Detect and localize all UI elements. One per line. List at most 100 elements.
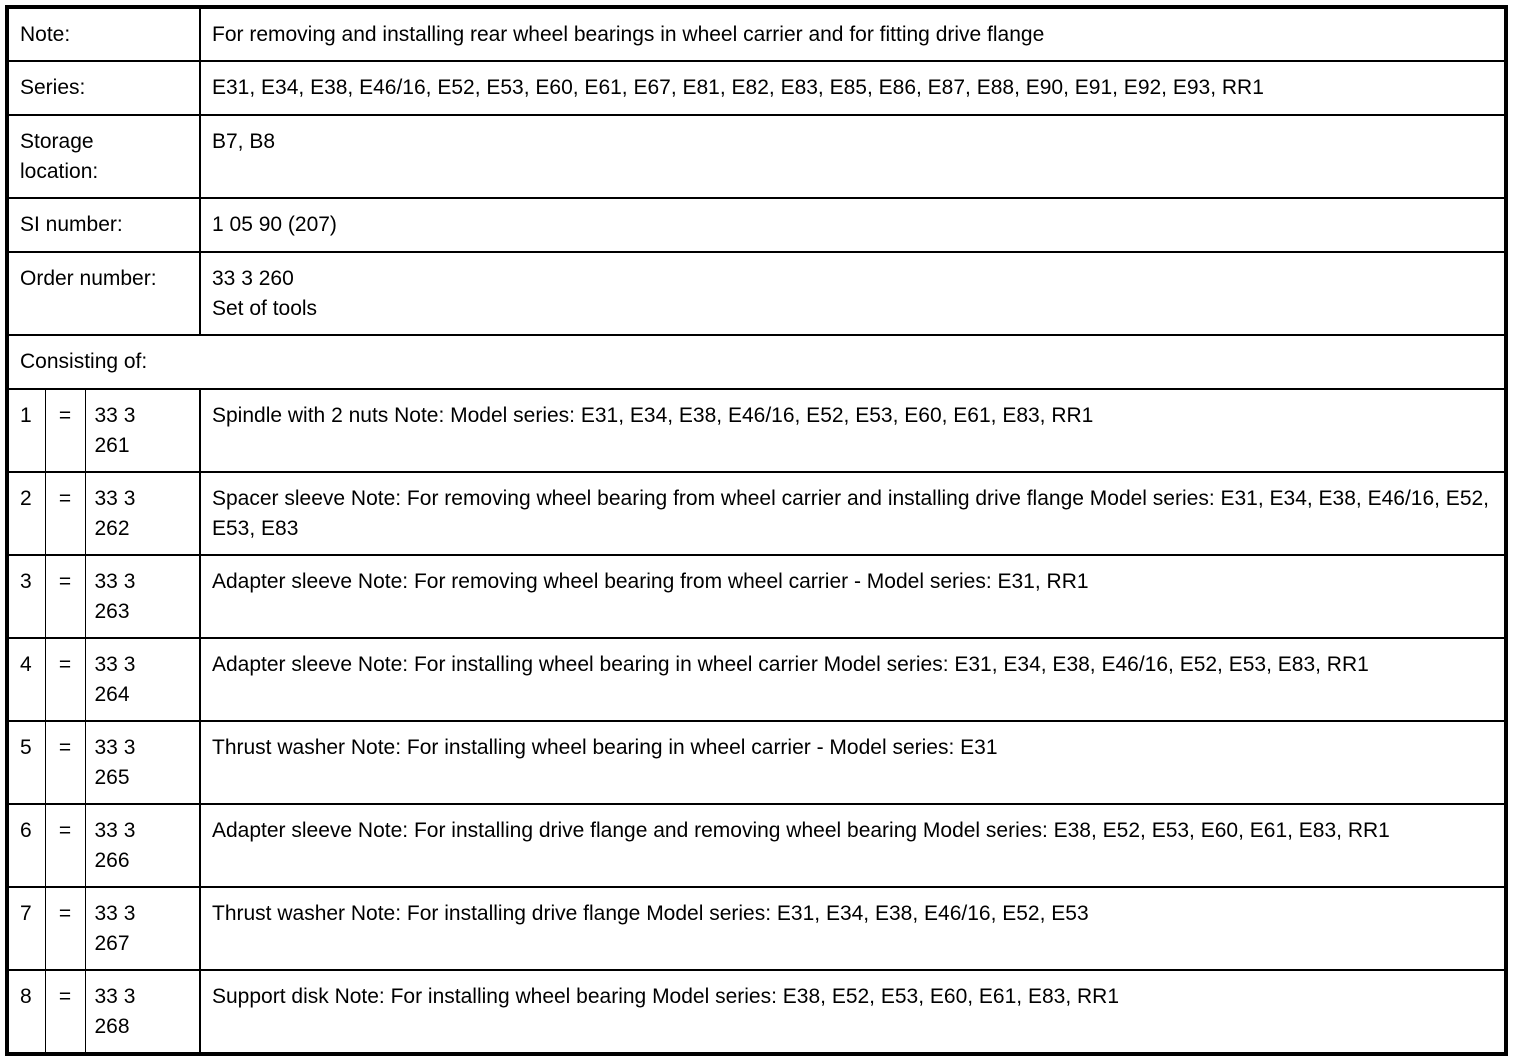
item-row: 7 = 33 3 267 Thrust washer Note: For install… — [6, 886, 1507, 971]
item-row: 1 = 33 3 261 Spindle with 2 nuts Note: Model… — [6, 388, 1507, 473]
item-part-number-text: 267 — [94, 932, 130, 955]
item-description-text: Adapter sleeve Note: For removing wheel … — [212, 570, 1089, 593]
item-description: Adapter sleeve Note: For installing whee… — [199, 637, 1507, 722]
item-part-number: 33 3 263 — [84, 554, 201, 639]
item-index-text: 3 — [20, 570, 32, 593]
item-row: 8 = 33 3 268 Support disk Note: For installi… — [6, 969, 1507, 1055]
row-label-text: Series: — [20, 76, 86, 99]
row-label-text: Storage location: — [20, 130, 99, 183]
item-equals: = — [44, 886, 86, 971]
item-part-number: 33 3 262 — [84, 471, 201, 556]
item-index-text: 4 — [20, 653, 32, 676]
item-equals: = — [44, 471, 86, 556]
item-part-number-text: 261 — [94, 434, 130, 457]
row-label-text: Order number: — [20, 267, 157, 290]
info-row: SI number: 1 05 90 (207) — [6, 197, 1507, 253]
item-index-text: 7 — [20, 902, 32, 925]
row-value-text: 33 3 260 — [212, 267, 294, 290]
item-row: 2 = 33 3 262 Spacer sleeve Note: For removin… — [6, 471, 1507, 556]
item-description: Spacer sleeve Note: For removing wheel b… — [199, 471, 1507, 556]
row-value-text: For removing and installing rear wheel b… — [212, 23, 1045, 46]
item-equals-text: = — [58, 819, 72, 842]
item-part-number-text: 33 3 — [94, 570, 136, 593]
item-description: Adapter sleeve Note: For removing wheel … — [199, 554, 1507, 639]
row-value: E31, E34, E38, E46/16, E52, E53, E60, E6… — [199, 60, 1507, 116]
row-value-text: 1 05 90 (207) — [212, 213, 337, 236]
row-label: Series: — [6, 60, 201, 116]
item-index-text: 6 — [20, 819, 32, 842]
item-part-number-text: 33 3 — [94, 985, 136, 1008]
item-part-number-text: 33 3 — [94, 653, 136, 676]
item-description: Thrust washer Note: For installing drive… — [199, 886, 1507, 971]
row-value: 1 05 90 (207) — [199, 197, 1507, 253]
item-equals-text: = — [58, 985, 72, 1008]
item-part-number: 33 3 266 — [84, 803, 201, 888]
item-index: 5 — [6, 720, 46, 805]
item-part-number-text: 265 — [94, 766, 130, 789]
consisting-of-label: Consisting of: — [6, 334, 1507, 390]
item-index-text: 2 — [20, 487, 32, 510]
row-label: SI number: — [6, 197, 201, 253]
item-equals-text: = — [58, 404, 72, 427]
info-row: Storage location: B7, B8 — [6, 114, 1507, 199]
row-value-text: B7, B8 — [212, 130, 276, 153]
row-value-text: E31, E34, E38, E46/16, E52, E53, E60, E6… — [212, 76, 1264, 99]
item-part-number: 33 3 265 — [84, 720, 201, 805]
consisting-of-label-text: Consisting of: — [20, 350, 148, 373]
item-description-text: Thrust washer Note: For installing drive… — [212, 902, 1089, 925]
item-index: 7 — [6, 886, 46, 971]
row-value-text: Set of tools — [212, 297, 318, 320]
item-part-number-text: 263 — [94, 600, 130, 623]
item-equals-text: = — [58, 653, 72, 676]
item-part-number-text: 268 — [94, 1015, 130, 1038]
item-index-text: 5 — [20, 736, 32, 759]
item-description: Support disk Note: For installing wheel … — [199, 969, 1507, 1055]
item-equals: = — [44, 388, 86, 473]
item-part-number-text: 33 3 — [94, 736, 136, 759]
tool-info-table: Note: For removing and installing rear wh… — [5, 5, 1508, 1056]
info-row: Order number: 33 3 260 Set of tools — [6, 251, 1507, 336]
item-equals-text: = — [58, 902, 72, 925]
item-description: Thrust washer Note: For installing wheel… — [199, 720, 1507, 805]
item-index: 8 — [6, 969, 46, 1055]
item-part-number: 33 3 261 — [84, 388, 201, 473]
item-description-text: Adapter sleeve Note: For installing whee… — [212, 653, 1369, 676]
row-label-text: Note: — [20, 23, 71, 46]
item-index: 6 — [6, 803, 46, 888]
item-equals-text: = — [58, 736, 72, 759]
item-equals: = — [44, 969, 86, 1055]
item-description-text: Adapter sleeve Note: For installing driv… — [212, 819, 1390, 842]
row-label: Storage location: — [6, 114, 201, 199]
item-index-text: 8 — [20, 985, 32, 1008]
item-equals: = — [44, 637, 86, 722]
row-value: 33 3 260 Set of tools — [199, 251, 1507, 336]
consisting-of-row: Consisting of: — [6, 334, 1507, 390]
item-description-text: Spacer sleeve Note: For removing wheel b… — [212, 487, 1490, 540]
item-part-number: 33 3 267 — [84, 886, 201, 971]
item-equals: = — [44, 554, 86, 639]
row-label: Note: — [6, 6, 201, 62]
item-index: 1 — [6, 388, 46, 473]
item-index: 4 — [6, 637, 46, 722]
item-equals-text: = — [58, 487, 72, 510]
info-row: Series: E31, E34, E38, E46/16, E52, E53, … — [6, 60, 1507, 116]
item-index: 3 — [6, 554, 46, 639]
item-row: 4 = 33 3 264 Adapter sleeve Note: For instal… — [6, 637, 1507, 722]
item-index-text: 1 — [20, 404, 32, 427]
item-part-number-text: 33 3 — [94, 902, 136, 925]
item-part-number-text: 33 3 — [94, 487, 136, 510]
item-row: 3 = 33 3 263 Adapter sleeve Note: For removi… — [6, 554, 1507, 639]
info-row: Note: For removing and installing rear wh… — [6, 6, 1507, 62]
row-label: Order number: — [6, 251, 201, 336]
item-part-number: 33 3 264 — [84, 637, 201, 722]
item-equals: = — [44, 803, 86, 888]
item-part-number-text: 262 — [94, 517, 130, 540]
item-equals: = — [44, 720, 86, 805]
item-part-number-text: 33 3 — [94, 819, 136, 842]
item-part-number-text: 264 — [94, 683, 130, 706]
item-part-number-text: 33 3 — [94, 404, 136, 427]
item-row: 5 = 33 3 265 Thrust washer Note: For install… — [6, 720, 1507, 805]
item-description: Spindle with 2 nuts Note: Model series: … — [199, 388, 1507, 473]
item-description-text: Spindle with 2 nuts Note: Model series: … — [212, 404, 1094, 427]
row-value: For removing and installing rear wheel b… — [199, 6, 1507, 62]
